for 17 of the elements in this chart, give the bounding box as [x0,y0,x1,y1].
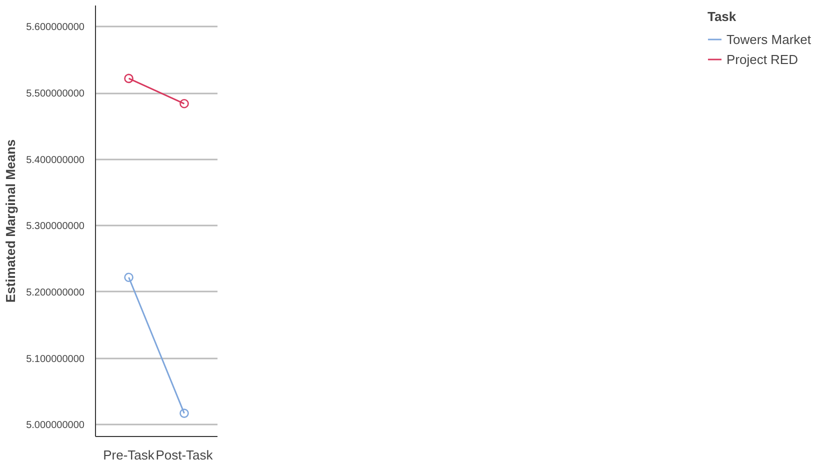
y-tick-label: 5.300000000 [26,221,85,232]
point [180,408,189,418]
x-tick-label: Post-Task [156,448,214,462]
y-tick-label: 5.600000000 [26,22,85,34]
y-tick-label: 5.200000000 [26,287,85,298]
legend-title: Task [707,9,738,24]
y-tick-label: 5.500000000 [26,88,85,100]
legend-label: Project RED [726,52,798,66]
x-tick-label: Pre-Task [103,448,155,462]
point [124,74,134,84]
point [180,98,189,108]
point [124,272,134,282]
y-axis-title: Estimated Marginal Means [3,139,18,303]
y-tick-label: 5.400000000 [26,154,85,166]
y-tick-label: 5.100000000 [26,354,85,365]
legend-label: Towers Market [726,32,811,46]
y-tick-label: 5.000000000 [26,420,85,432]
